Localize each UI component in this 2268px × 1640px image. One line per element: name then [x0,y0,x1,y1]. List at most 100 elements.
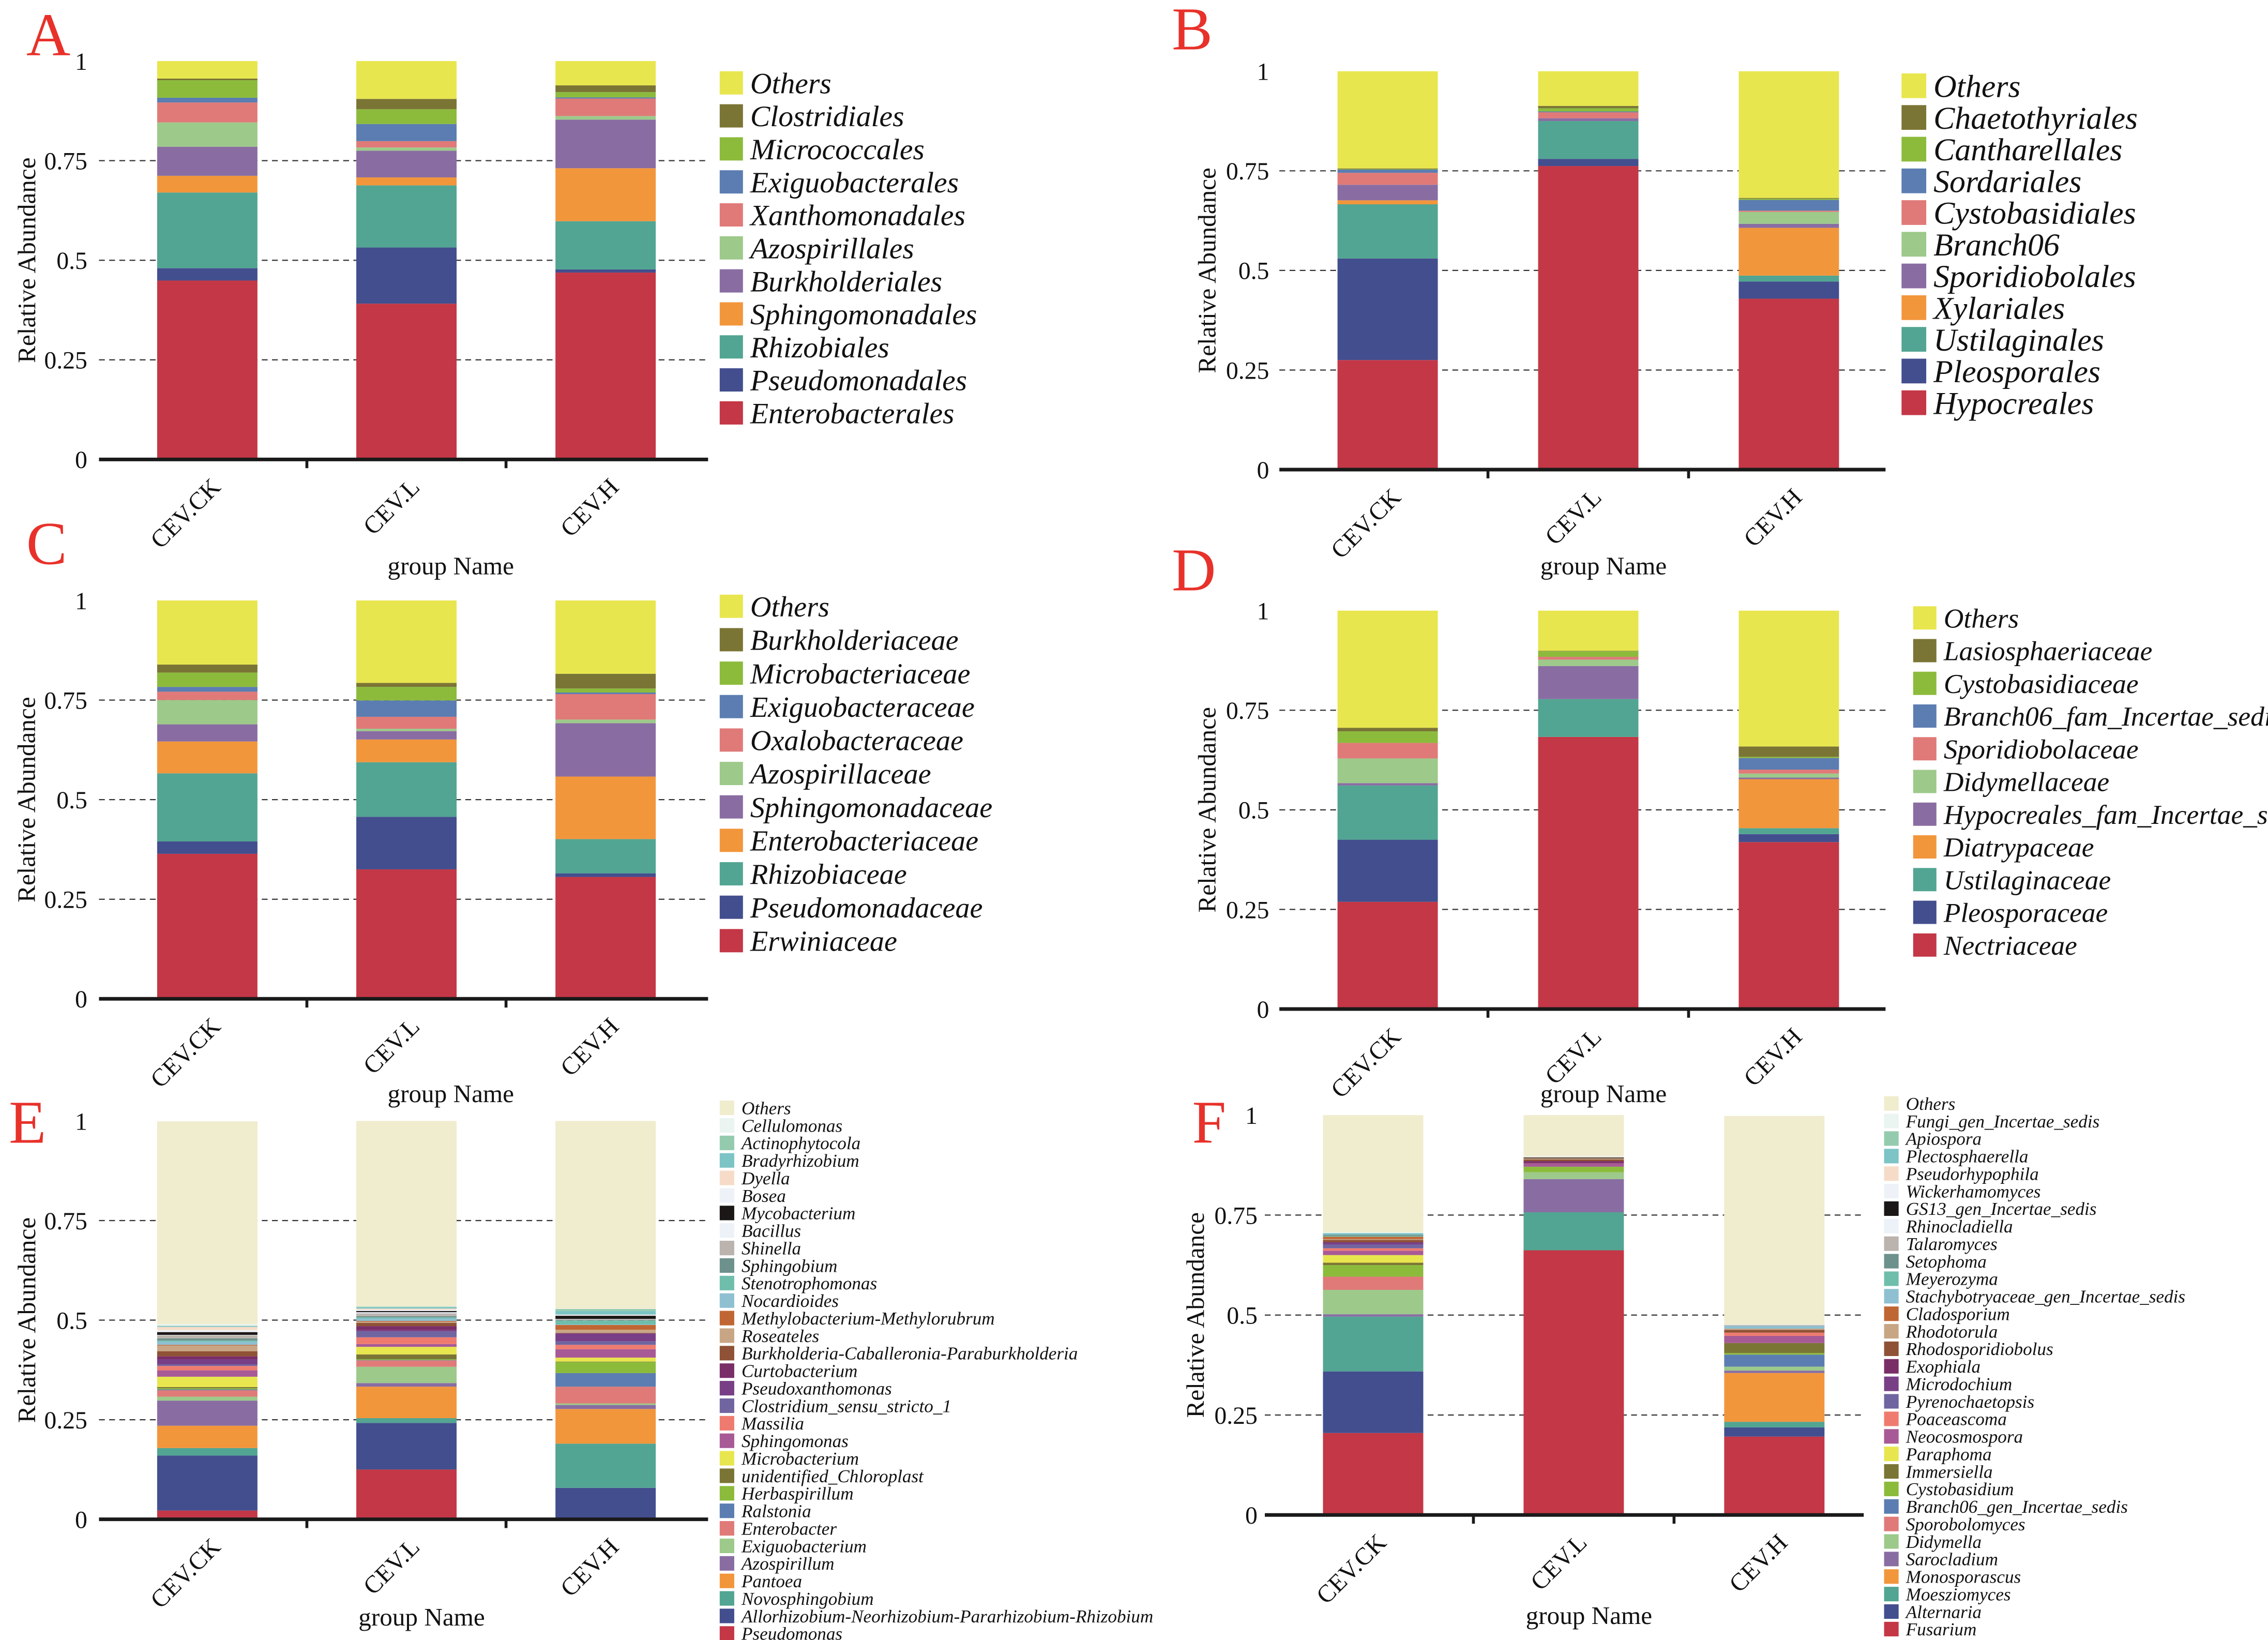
legend-label: Sordariales [1933,164,2081,199]
x-axis-label: group Name [388,551,515,580]
legend-item: Apiospora [1884,1129,1982,1149]
bar-segment-clostridium-sensu-stricto-1 [356,1331,457,1337]
x-axis-label: group Name [1540,551,1667,580]
bar-segment-methylobacterium-methylorubrum [157,1345,258,1346]
bar-segment-pseudoxanthomonas [157,1359,258,1365]
legend-label: Didymella [1906,1532,1982,1552]
legend-label: Cladosporium [1906,1304,2010,1324]
bar-segment-pleosporales [1738,281,1839,299]
legend-swatch [1901,232,1927,257]
bar-segment-rhizobiaceae [157,773,258,842]
bar-segment-sphingomonadaceae [356,731,457,740]
bar-segment-roseateles [157,1345,258,1351]
bar-segment-unidentified-chloroplast [356,1354,457,1360]
bar-segment-sphingomonadaceae [555,723,656,777]
bar-cev-l [1523,1115,1624,1515]
bar-segment-others [1724,1116,1825,1325]
bar-segment-neocosmospora [1523,1163,1624,1167]
legend-item: Exiguobacterium [719,1536,867,1556]
legend-swatch [719,795,743,819]
legend-swatch [719,368,743,392]
legend-item: Hypocreales [1901,386,2094,421]
legend-swatch [1884,1587,1899,1602]
bar-segment-nectriaceae [1738,842,1839,1009]
bar-segment-exiguobacteraceae [555,692,656,695]
legend-label: Oxalobacteraceae [750,725,963,757]
bar-segment-clostridiales [356,99,457,110]
bar-segment-xanthomonadales [157,102,258,123]
legend-item: Exiguobacteraceae [719,691,975,724]
legend-item: Enterobacterales [719,398,954,430]
legend-item: Bacillus [719,1221,801,1241]
legend-swatch [1884,1411,1899,1426]
legend-label: Branch06 [1933,228,2060,263]
legend-item: Cladosporium [1884,1304,2010,1324]
bar-segment-ustilaginaceae [1337,785,1438,840]
bar-segment-enterobacterales [157,280,258,460]
legend-swatch [1901,105,1927,130]
legend-label: Actinophytocola [740,1133,860,1153]
bar-segment-alternaria [1724,1427,1825,1437]
legend-swatch [1901,295,1927,320]
legend-item: Talaromyces [1884,1234,1998,1254]
y-axis-label: Relative Abundance [1181,1212,1209,1418]
bar-segment-cellulomonas [356,1306,457,1307]
legend-item: Rhizobiales [719,332,889,364]
panel-f: F 0 0.25 0.5 0.75 1 Relative Abundance CEV.CK CE… [1181,1089,2185,1640]
x-tick-label: CEV.H [555,1533,625,1602]
bar-segment-enterobacterales [356,304,457,460]
bar-segment-rhodotorula [1724,1328,1825,1330]
legend-item: Azospirillaceae [719,758,931,790]
bar-segment-pyrenochaetopsis [1323,1244,1424,1248]
bar-segment-erwiniaceae [555,877,656,999]
bar-segment-novosphingobium [555,1443,656,1488]
legend-item: Pseudomonadales [719,365,967,397]
bar-segment-sporobolomyces [1323,1276,1424,1290]
legend-swatch [719,137,743,161]
bar-segment-microbacterium [157,1376,258,1387]
bar-segment-stenotrophomonas [555,1320,656,1325]
legend: OthersChaetothyrialesCantharellalesSorda… [1901,69,2138,421]
legend-swatch [719,628,743,652]
legend-item: Others [719,67,831,100]
legend-swatch [719,862,743,886]
bar-segment-hypocreales [1538,166,1639,470]
bar-cev-l [356,600,457,999]
bar-segment-plectosphaerella [1323,1233,1424,1235]
bar-segment-oxalobacteraceae [356,716,457,729]
legend-label: Enterobacteriaceae [750,825,978,857]
legend-label: Rhinocladiella [1906,1216,2013,1237]
x-tick-label: CEV.H [1738,1022,1808,1092]
bar-segment-pseudomonadales [157,268,258,281]
bar-segment-didymellaceae [1738,773,1839,778]
bar-segment-pleosporales [1337,258,1438,360]
legend-label: Immersiella [1906,1462,1993,1482]
bar-segment-cystobasidiaceae [1538,651,1639,657]
legend-label: Paraphoma [1906,1444,1992,1464]
legend-label: Cystobasidiaceae [1944,668,2139,699]
legend-item: Exophiala [1884,1357,1980,1377]
bar-segment-others [555,1121,656,1309]
bar-segment-cystobasidium [1323,1265,1424,1277]
bar-segment-clostridiales [157,78,258,81]
y-tick-label: 0.5 [56,247,87,275]
legend-label: Microbacteriaceae [750,658,971,690]
bar-segment-exiguobacterales [157,97,258,103]
legend-label: unidentified_Chloroplast [742,1466,924,1486]
legend-swatch [1913,835,1937,859]
bar-segment-branch06-fam-incertae-sedis [1738,758,1839,770]
bar-segment-micrococcales [555,92,656,98]
bar-segment-chaetothyriales [1337,168,1438,170]
bar-segment-sphingomonas [555,1349,656,1358]
legend-swatch [719,1328,734,1343]
bar-segment-immersiella [1323,1262,1424,1266]
panel-d: D 0 0.25 0.5 0.75 1 Relative Abundance CEV.CK CE… [1172,536,2268,1108]
legend-swatch [1913,671,1937,695]
bar-segment-massilia [555,1345,656,1349]
legend-item: Monosporascus [1884,1567,2021,1587]
legend-swatch [719,1451,734,1466]
legend-swatch [719,762,743,786]
legend-swatch [719,929,743,953]
y-tick-label: 0.75 [1226,697,1269,725]
legend-swatch [719,1538,734,1554]
